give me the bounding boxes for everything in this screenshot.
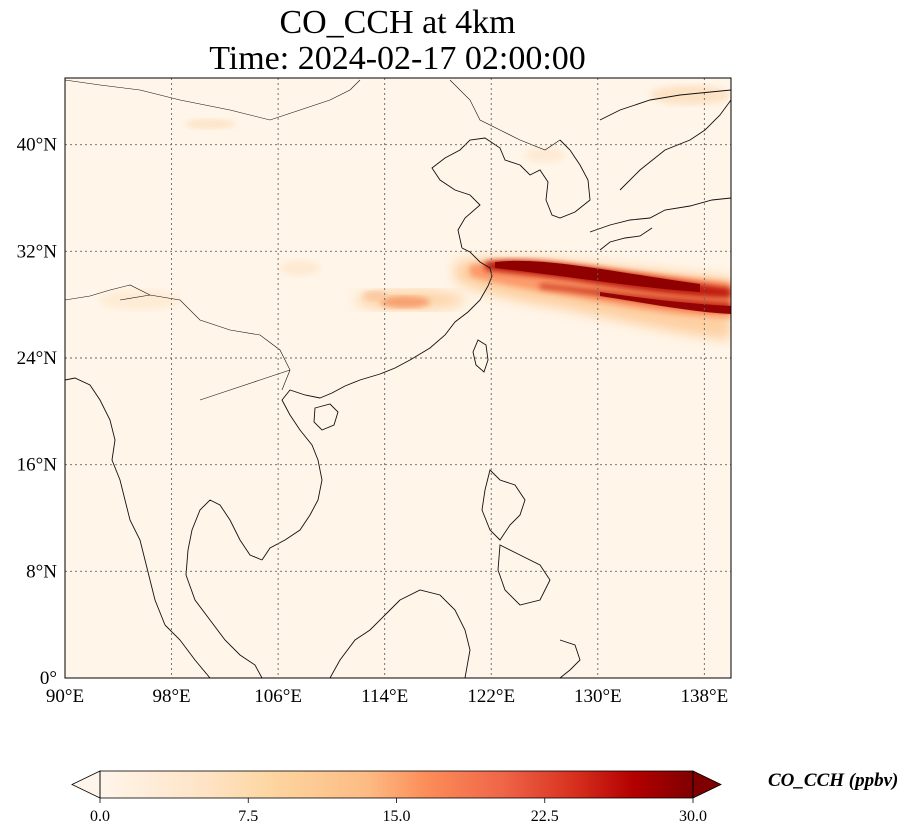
axis-tick-labels: 90°E 98°E 106°E 114°E 122°E 130°E 138°E 0° 8°N 16…	[17, 135, 729, 707]
colorbar-tick-label: 0.0	[90, 808, 110, 825]
lon-tick-label: 90°E	[46, 686, 84, 707]
lon-tick-label: 114°E	[361, 686, 408, 707]
colorbar-ticks: 0.0 7.5 15.0 22.5 30.0	[90, 798, 707, 825]
lat-tick-label: 32°N	[17, 241, 58, 262]
colorbar-tick-label: 15.0	[383, 808, 411, 825]
lon-tick-label: 106°E	[254, 686, 302, 707]
colorbar-label: CO_CCH (ppbv)	[768, 770, 899, 791]
lon-tick-label: 98°E	[152, 686, 190, 707]
colorbar-tick-label: 30.0	[679, 808, 707, 825]
concentration-field	[100, 85, 731, 340]
lon-tick-label: 138°E	[681, 686, 729, 707]
gridlines	[65, 78, 731, 678]
lon-tick-label: 122°E	[467, 686, 515, 707]
lat-tick-label: 8°N	[26, 561, 57, 582]
colorbar-tick-label: 22.5	[531, 808, 559, 825]
coastlines	[65, 79, 731, 678]
map-background	[65, 78, 731, 678]
lat-tick-label: 16°N	[17, 455, 58, 476]
lat-tick-label: 40°N	[17, 135, 58, 156]
map-title: CO_CCH at 4km	[279, 4, 516, 41]
lon-tick-label: 130°E	[574, 686, 622, 707]
colorbar-tick-label: 7.5	[238, 808, 258, 825]
lat-tick-label: 0°	[40, 668, 57, 689]
map-frame	[64, 77, 732, 679]
colorbar-extend-min	[71, 770, 101, 799]
colorbar: 0.0 7.5 15.0 22.5 30.0	[71, 770, 722, 825]
map-time: Time: 2024-02-17 02:00:00	[209, 40, 586, 77]
lat-tick-label: 24°N	[17, 348, 58, 369]
colorbar-gradient	[100, 771, 693, 798]
colorbar-extend-max	[692, 770, 722, 799]
